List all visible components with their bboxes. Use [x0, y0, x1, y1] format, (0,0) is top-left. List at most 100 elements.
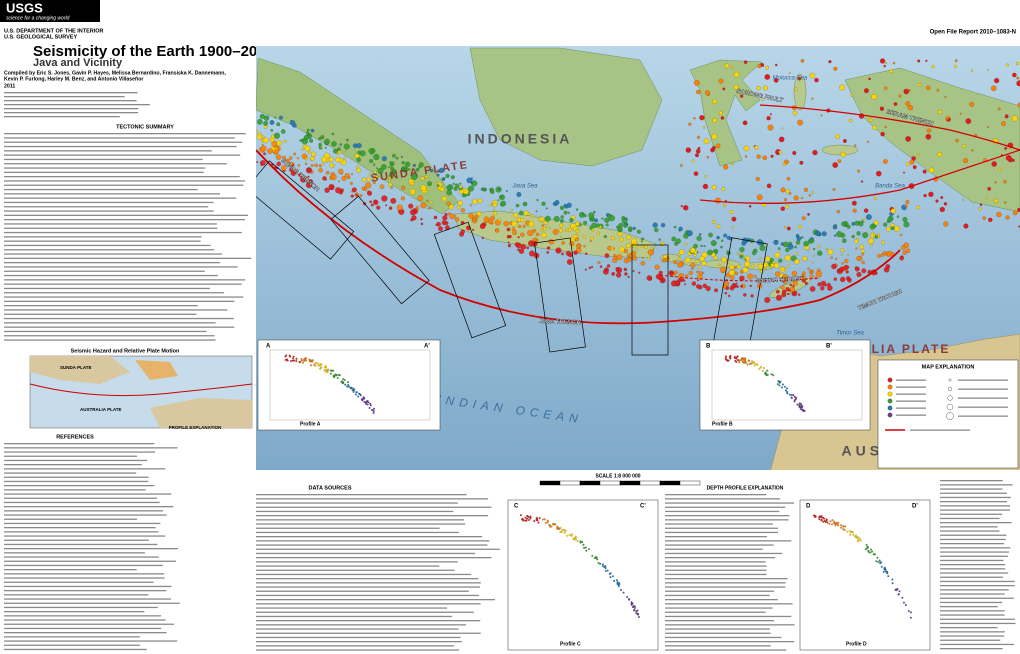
earthquake: [541, 224, 545, 227]
earthquake: [739, 275, 745, 282]
earthquake: [530, 214, 535, 218]
text-line: [4, 493, 172, 495]
earthquake: [472, 198, 478, 205]
profile-quake: [317, 362, 320, 365]
earthquake: [567, 227, 572, 232]
text-line: [4, 564, 163, 567]
text-line: [940, 580, 1015, 583]
text-line: [940, 543, 1004, 545]
profile-quake: [796, 403, 799, 406]
earthquake: [546, 246, 551, 250]
text-line: [4, 539, 149, 541]
earthquake: [832, 162, 838, 168]
profile-end: D': [912, 504, 918, 510]
earthquake: [528, 250, 535, 257]
profile-quake: [891, 578, 894, 581]
text-line: [4, 112, 139, 114]
profile-quake: [319, 366, 322, 369]
earthquake: [522, 224, 526, 228]
earthquake: [683, 233, 689, 239]
profile-quake: [766, 373, 769, 376]
earthquake: [702, 283, 708, 289]
earthquake: [552, 229, 559, 235]
text-line: [940, 639, 1001, 641]
earthquake: [796, 236, 802, 241]
earthquake: [1015, 61, 1020, 65]
earthquake: [685, 274, 689, 278]
earthquake: [909, 159, 915, 165]
earthquake: [879, 58, 886, 64]
text-line: [256, 523, 466, 525]
earthquake: [831, 263, 837, 270]
earthquake: [846, 224, 851, 229]
profile-quake: [820, 516, 823, 519]
earthquake: [618, 228, 622, 232]
earthquake: [988, 217, 993, 222]
earthquake: [373, 176, 376, 179]
text-line: [4, 158, 203, 161]
earthquake: [695, 148, 701, 154]
earthquake: [429, 200, 433, 204]
text-line: [4, 501, 160, 504]
earthquake: [626, 243, 631, 248]
text-line: [4, 644, 140, 646]
text-line: [4, 552, 145, 554]
earthquake: [954, 65, 958, 69]
earthquake: [861, 260, 865, 265]
profile-quake: [872, 553, 875, 556]
earthquake: [792, 110, 798, 116]
text-line: [4, 619, 166, 621]
earthquake: [777, 247, 781, 250]
earthquake: [679, 164, 683, 167]
text-line: [256, 582, 481, 584]
profile-quake: [637, 612, 640, 615]
earthquake: [663, 254, 668, 259]
profile-start: A: [266, 344, 271, 350]
earthquake: [305, 181, 313, 189]
earthquake: [847, 253, 849, 256]
earthquake: [446, 189, 453, 196]
text-line: [256, 527, 440, 529]
earthquake: [781, 292, 787, 298]
earthquake: [756, 154, 761, 159]
earthquake: [381, 195, 388, 202]
profile-quake: [793, 400, 796, 403]
earthquake: [444, 221, 449, 225]
text-line: [256, 494, 467, 496]
earthquake: [936, 88, 940, 92]
earthquake: [603, 235, 607, 239]
earthquake: [809, 238, 815, 244]
profile-quake: [778, 384, 781, 387]
profile-quake: [741, 357, 744, 360]
earthquake: [647, 257, 651, 261]
earthquake: [445, 173, 450, 178]
profile-quake: [883, 566, 886, 569]
plate-boundary: [659, 274, 821, 282]
text-line: [4, 244, 211, 247]
profile-quake: [631, 602, 634, 605]
text-line: [4, 602, 180, 604]
earthquake: [376, 205, 381, 210]
text-line: [665, 603, 793, 605]
earthquake: [373, 199, 378, 204]
profile-quake: [738, 361, 741, 364]
earthquake: [436, 173, 440, 177]
earthquake: [594, 218, 599, 223]
earthquake: [767, 124, 774, 131]
earthquake: [724, 63, 730, 69]
earthquake: [452, 182, 455, 185]
text-line: [665, 540, 792, 542]
earthquake: [611, 272, 616, 276]
earthquake: [780, 242, 785, 246]
earthquake: [446, 185, 452, 191]
earthquake: [569, 218, 574, 223]
text-line: [256, 586, 480, 588]
earthquake: [400, 196, 405, 201]
profile-quake: [582, 543, 585, 546]
earthquake: [854, 144, 857, 147]
earthquake: [729, 285, 735, 291]
text-line: [665, 645, 771, 647]
earthquake: [498, 218, 502, 222]
earthquake: [389, 170, 393, 173]
earthquake: [256, 134, 263, 140]
